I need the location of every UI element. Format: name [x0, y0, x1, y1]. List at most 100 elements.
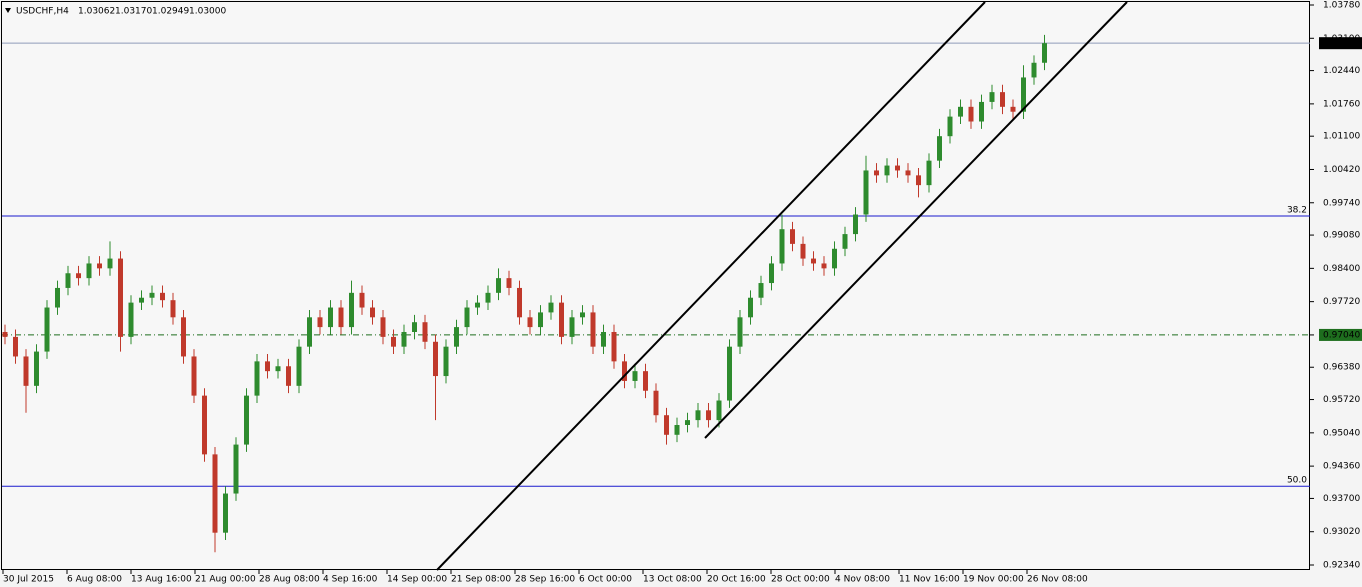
header-high: 1.03170: [115, 7, 152, 17]
candle-body: [842, 234, 848, 249]
candle-body: [181, 317, 186, 357]
y-tick-label: 1.01760: [1323, 99, 1360, 109]
channel-lower-line[interactable]: [704, 1, 1128, 439]
price-marker-box: [1319, 37, 1362, 50]
candle-body: [863, 170, 869, 215]
candle-body: [800, 243, 806, 259]
y-tick-label: 1.03780: [1323, 1, 1360, 11]
candle-body: [464, 307, 470, 328]
candle-body: [632, 371, 638, 381]
candle-body: [475, 302, 480, 308]
symbol: USDCHF,H4: [16, 7, 69, 17]
x-tick-label: 6 Aug 08:00: [67, 575, 122, 585]
channel-upper-line[interactable]: [436, 1, 986, 571]
candle-body: [695, 410, 701, 421]
candle-body: [275, 366, 281, 372]
candle-body: [653, 390, 659, 416]
candle-body: [338, 307, 344, 328]
candle-body: [737, 317, 743, 347]
candle-body: [559, 302, 564, 337]
candle-body: [590, 312, 596, 347]
candle-body: [212, 454, 218, 533]
candle-body: [758, 283, 764, 298]
candle-body: [107, 258, 113, 269]
candle-body: [779, 229, 785, 264]
y-tick-label: 0.97720: [1323, 297, 1360, 307]
candle-body: [548, 302, 554, 313]
candle-body: [380, 317, 386, 337]
candle-body: [433, 341, 438, 377]
candle-body: [1000, 92, 1005, 107]
y-tick-label: 0.93020: [1323, 527, 1360, 537]
candle-body: [139, 297, 144, 303]
candle-body: [674, 425, 680, 435]
candle-body: [149, 292, 155, 298]
x-tick-label: 19 Nov 00:00: [963, 575, 1024, 585]
candle-body: [664, 415, 669, 435]
candle-body: [2, 331, 8, 337]
candle-body: [170, 300, 176, 318]
candle-body: [926, 160, 932, 186]
candle-body: [979, 101, 984, 122]
y-tick-label: 0.95720: [1323, 395, 1360, 405]
candle-body: [622, 361, 627, 381]
x-tick-label: 21 Sep 08:00: [451, 575, 511, 585]
candle-body: [23, 356, 29, 386]
candle-body: [349, 292, 354, 328]
candle-body: [916, 175, 921, 186]
fib-level-label: 50.0: [1287, 476, 1307, 486]
y-tick-label: 0.99740: [1323, 198, 1360, 208]
candle-body: [254, 361, 260, 396]
candle-body: [874, 170, 879, 176]
y-tick-label: 1.02440: [1323, 66, 1360, 76]
candle-body: [391, 336, 396, 347]
plot: 38.2 50.0: [2, 34, 1310, 553]
x-tick-label: 30 Jul 2015: [3, 575, 54, 585]
candle-body: [44, 307, 50, 352]
candle-body: [1010, 106, 1016, 112]
candle-body: [422, 322, 428, 342]
candle-body: [895, 165, 900, 171]
candle-body: [191, 356, 197, 396]
x-tick-label: 26 Nov 08:00: [1027, 575, 1088, 585]
candle-body: [884, 165, 890, 176]
y-tick-label: 0.94360: [1323, 462, 1360, 472]
candle-body: [328, 307, 333, 328]
candle-body: [580, 312, 585, 318]
menu-arrow[interactable]: [5, 8, 11, 13]
y-tick-label: 0.93700: [1323, 494, 1360, 504]
candle-body: [685, 420, 690, 425]
candle-body: [370, 307, 375, 318]
candle-body: [223, 493, 228, 533]
candle-body: [989, 92, 995, 102]
candle-body: [601, 331, 606, 347]
candle-body: [128, 302, 134, 337]
candle-body: [307, 317, 312, 347]
candle-body: [790, 229, 795, 244]
candle-body: [97, 263, 102, 269]
candle-body: [527, 317, 533, 328]
header-close: 1.03000: [189, 7, 226, 17]
candle-body: [296, 346, 302, 386]
candle-body: [34, 351, 39, 386]
x-tick-label: 28 Aug 08:00: [259, 575, 320, 585]
y-tick-label: 1.00420: [1323, 165, 1360, 175]
candle-body: [968, 106, 974, 122]
candle-body: [853, 214, 858, 235]
x-tick-label: 28 Oct 00:00: [771, 575, 830, 585]
candle-body: [821, 263, 827, 269]
candle-body: [569, 317, 575, 337]
candle-body: [538, 312, 543, 328]
candle-body: [233, 444, 239, 494]
candle-body: [643, 371, 648, 391]
candle-body: [454, 327, 459, 347]
candle-body: [13, 336, 18, 357]
candle-body: [412, 322, 417, 332]
price-marker-label: 0.97040: [1323, 330, 1360, 340]
y-tick-label: 0.99080: [1323, 231, 1360, 241]
candle-body: [706, 410, 711, 421]
x-tick-label: 6 Oct 00:00: [579, 575, 632, 585]
x-tick-label: 11 Nov 16:00: [899, 575, 960, 585]
